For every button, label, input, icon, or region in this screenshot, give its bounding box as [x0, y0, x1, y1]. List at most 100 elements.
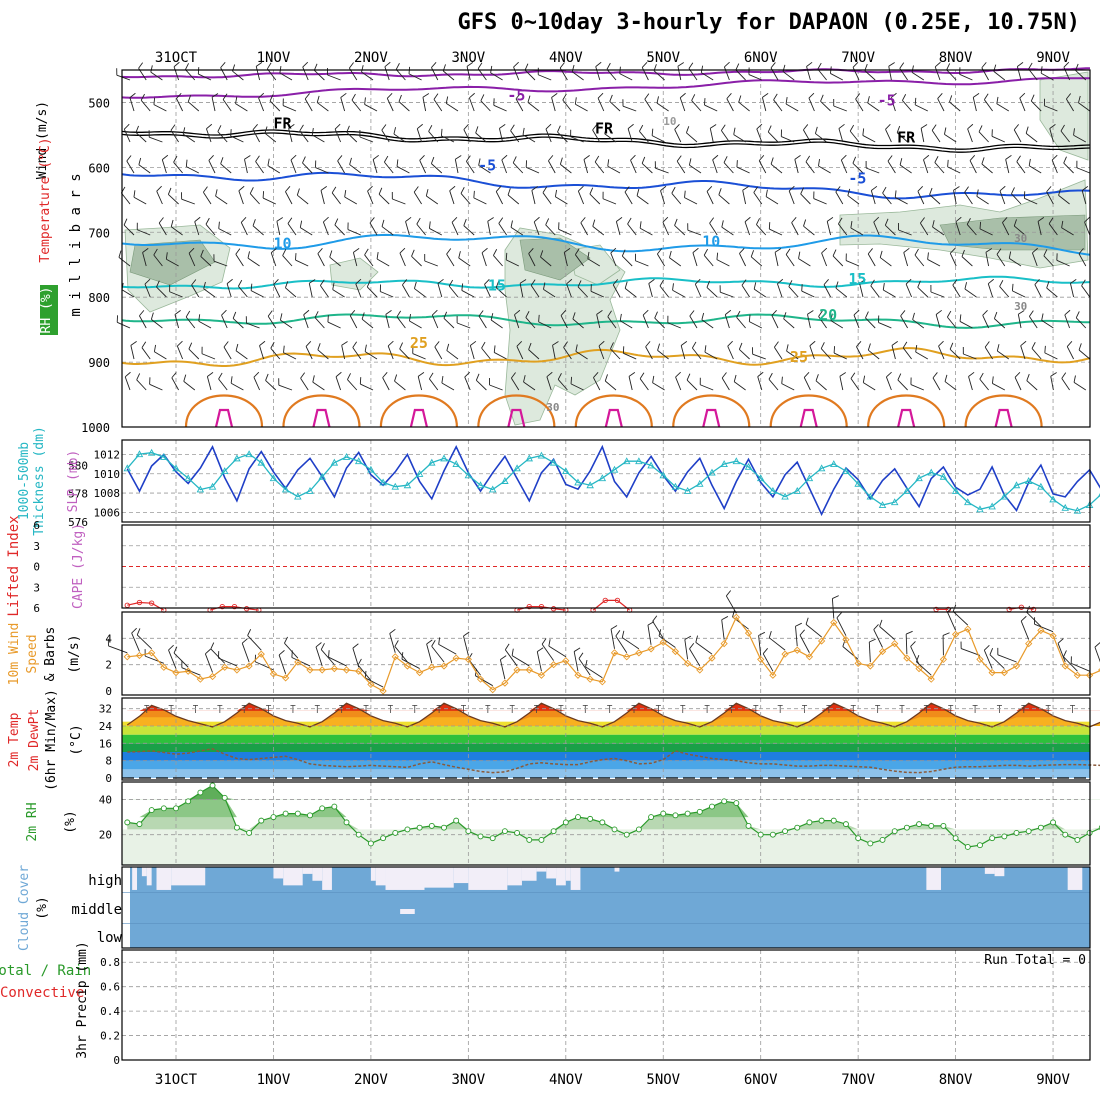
panel-frame — [121, 69, 1091, 428]
wind-barb — [841, 154, 847, 161]
wind-barb — [530, 285, 540, 298]
wind-barb — [807, 314, 811, 329]
wind-barb — [803, 225, 815, 236]
wind-barb — [944, 127, 947, 135]
wind-barb — [946, 69, 957, 81]
wind-barb — [660, 185, 667, 191]
wind-barb — [791, 217, 797, 223]
temp-band — [122, 743, 1090, 752]
wind-barb — [654, 311, 658, 319]
wind-barb — [523, 375, 526, 383]
wind-barb — [885, 224, 896, 236]
wind-tick: 2 — [105, 659, 112, 672]
rh-point — [1001, 833, 1008, 840]
wind-barb — [205, 648, 211, 655]
temp-band — [122, 769, 1090, 778]
wind-barb — [173, 66, 180, 81]
wind-barb — [481, 247, 488, 254]
wind-barb — [545, 218, 550, 225]
wind-barb — [366, 286, 378, 298]
wind-barb — [500, 655, 507, 660]
wind-barb — [592, 219, 596, 227]
wind-barb — [800, 187, 805, 195]
wind-barb — [510, 124, 515, 131]
wind-barb — [606, 68, 617, 81]
wind-barb — [821, 247, 828, 254]
wind-barb — [692, 247, 699, 253]
wind-barb — [186, 166, 200, 174]
thickness-point — [440, 454, 448, 462]
thickness-point — [817, 464, 826, 472]
wind-barb — [560, 310, 567, 316]
wind-barb — [818, 159, 820, 167]
wind-barb — [771, 315, 779, 329]
thickness-point — [951, 486, 960, 494]
wind-barb — [1014, 377, 1022, 391]
cloud-gap — [614, 867, 620, 872]
wind-barb — [267, 158, 270, 166]
rh-point — [709, 803, 715, 810]
wind-barb — [475, 373, 480, 381]
wind-barb — [684, 197, 698, 205]
wind-barb — [288, 124, 295, 129]
wind-barb — [900, 315, 908, 329]
wind-barb — [1048, 223, 1058, 236]
wind-barb — [575, 103, 588, 112]
wind-barb — [548, 639, 551, 647]
rh-point — [599, 819, 606, 826]
wind-barb — [902, 94, 907, 101]
wind-barb — [777, 283, 783, 298]
wind-barb — [510, 226, 524, 236]
wind-barb — [153, 254, 163, 267]
rh-tick: 20 — [99, 829, 112, 842]
wind-barb — [170, 219, 174, 227]
wind-speed-point — [951, 630, 960, 639]
wind-barb — [756, 123, 763, 130]
wind-barb — [451, 222, 459, 236]
wind-barb — [781, 383, 795, 391]
dewpt-line — [127, 748, 1100, 774]
wind-barb — [750, 250, 755, 257]
temp-contour — [121, 347, 1091, 367]
lifted-index-point — [136, 599, 143, 606]
wind-barb — [867, 253, 876, 267]
wind-barb — [870, 190, 876, 205]
axis-label: (°C) — [69, 724, 84, 755]
wind-barb — [493, 255, 503, 267]
wind-barb — [399, 247, 406, 254]
rh-point — [367, 840, 374, 847]
rh-point — [623, 831, 630, 838]
wind-barb — [478, 164, 491, 174]
day-label-top: 3NOV — [451, 50, 485, 66]
wind-barb — [840, 159, 848, 174]
wind-barb — [577, 286, 588, 298]
wind-barb — [836, 612, 842, 619]
wind-barb — [498, 217, 504, 224]
wind-barb — [1061, 227, 1074, 236]
wind-barb — [575, 344, 578, 352]
wind-barb — [999, 286, 1010, 298]
rh-point — [794, 824, 801, 831]
wind-barb — [188, 348, 200, 360]
wind-barb — [445, 96, 449, 104]
cloud-gap — [453, 867, 469, 884]
thickness-point — [306, 486, 314, 494]
wind-barb — [441, 135, 455, 143]
thickness-point — [1012, 481, 1021, 489]
wind-barb — [198, 320, 212, 329]
wind-barb — [513, 66, 520, 81]
wind-barb — [466, 155, 471, 162]
wind-barb — [1031, 252, 1038, 267]
wind-barb — [742, 186, 749, 191]
wind-barb — [305, 340, 312, 347]
wind-barb — [733, 127, 736, 135]
wind-barb — [530, 279, 536, 286]
wind-speed-point — [793, 646, 801, 654]
wind-barb — [691, 94, 696, 101]
wind-barb — [627, 128, 633, 143]
thickness-point — [245, 450, 253, 458]
wind-barb — [607, 316, 617, 329]
